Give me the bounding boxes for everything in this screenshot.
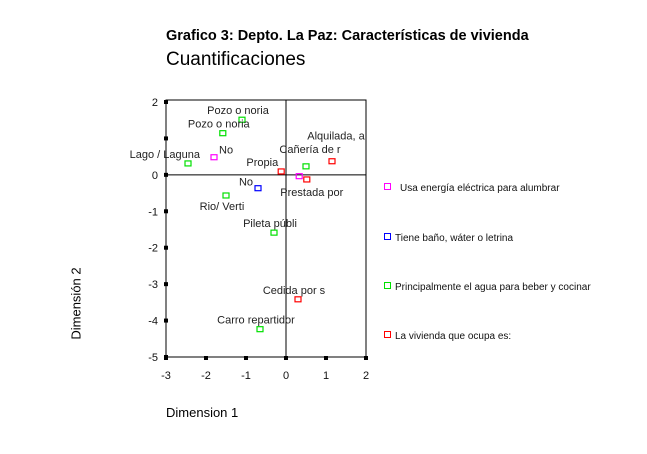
y-tick-mark <box>164 136 168 141</box>
point-label: No <box>239 177 253 189</box>
x-tick-label: -2 <box>201 370 211 382</box>
y-tick-label: -4 <box>148 316 158 328</box>
y-tick-label: -3 <box>148 279 158 291</box>
point-label: Pozo o noria <box>188 119 251 131</box>
y-tick-label: 2 <box>152 97 158 109</box>
data-point <box>270 229 278 236</box>
legend-label: Principalmente el agua para beber y coci… <box>395 282 591 293</box>
y-tick-label: 0 <box>152 170 158 182</box>
point-label: Pozo o noria <box>207 105 270 117</box>
data-point <box>328 158 336 165</box>
legend-label: La vivienda que ocupa es: <box>395 331 512 342</box>
chart-subtitle: Cuantificaciones <box>166 49 306 70</box>
plot-frame <box>165 99 367 358</box>
point-label: Alquilada, a <box>307 131 365 143</box>
data-point <box>238 116 246 123</box>
chart-title: Grafico 3: Depto. La Paz: Característica… <box>166 28 529 44</box>
point-label: Cedida por s <box>263 285 326 297</box>
x-axis-label: Dimension 1 <box>166 405 239 420</box>
y-tick-mark <box>164 318 168 323</box>
legend-marker <box>384 233 391 240</box>
x-tick-mark <box>364 356 368 360</box>
point-label: Propia <box>246 157 279 169</box>
y-tick-mark <box>164 282 168 287</box>
point-label: No <box>219 145 233 157</box>
x-tick-mark <box>324 356 328 360</box>
legend-label: Usa energía eléctrica para alumbrar <box>400 183 560 194</box>
y-tick-mark <box>164 100 168 104</box>
legend-marker <box>384 183 391 190</box>
data-point <box>303 176 311 183</box>
x-tick-mark <box>204 356 208 360</box>
point-label: Lago / Laguna <box>130 149 201 161</box>
y-tick-label: -5 <box>148 352 158 364</box>
legend-marker <box>384 282 391 289</box>
data-point <box>254 185 262 192</box>
y-tick-label: -1 <box>148 206 158 218</box>
x-tick-label: 2 <box>363 370 369 382</box>
y-tick-mark <box>164 245 168 250</box>
x-tick-label: 1 <box>323 370 329 382</box>
data-point <box>277 168 285 175</box>
data-point <box>294 296 302 303</box>
x-tick-mark <box>284 356 288 360</box>
point-label: Pileta públi <box>243 218 297 230</box>
legend-label: Tiene baño, wáter o letrina <box>395 233 514 244</box>
x-tick-mark <box>244 356 248 360</box>
y-tick-label: -2 <box>148 243 158 255</box>
y-tick-mark <box>164 355 168 359</box>
data-point <box>295 173 303 180</box>
point-label: Prestada por <box>280 187 343 199</box>
data-point <box>222 192 230 199</box>
point-label: Carro repartidor <box>217 315 295 327</box>
x-tick-label: -1 <box>241 370 251 382</box>
data-point <box>210 154 218 161</box>
data-point <box>219 130 227 137</box>
data-point <box>184 160 192 167</box>
data-point <box>302 163 310 170</box>
y-tick-mark <box>164 209 168 214</box>
legend-marker <box>384 331 391 338</box>
point-label: Cañería de r <box>279 144 340 156</box>
point-label: Rio/ Verti <box>200 201 245 213</box>
x-tick-label: 0 <box>283 370 289 382</box>
y-tick-mark <box>164 172 168 177</box>
data-point <box>256 326 264 333</box>
x-tick-label: -3 <box>161 370 171 382</box>
